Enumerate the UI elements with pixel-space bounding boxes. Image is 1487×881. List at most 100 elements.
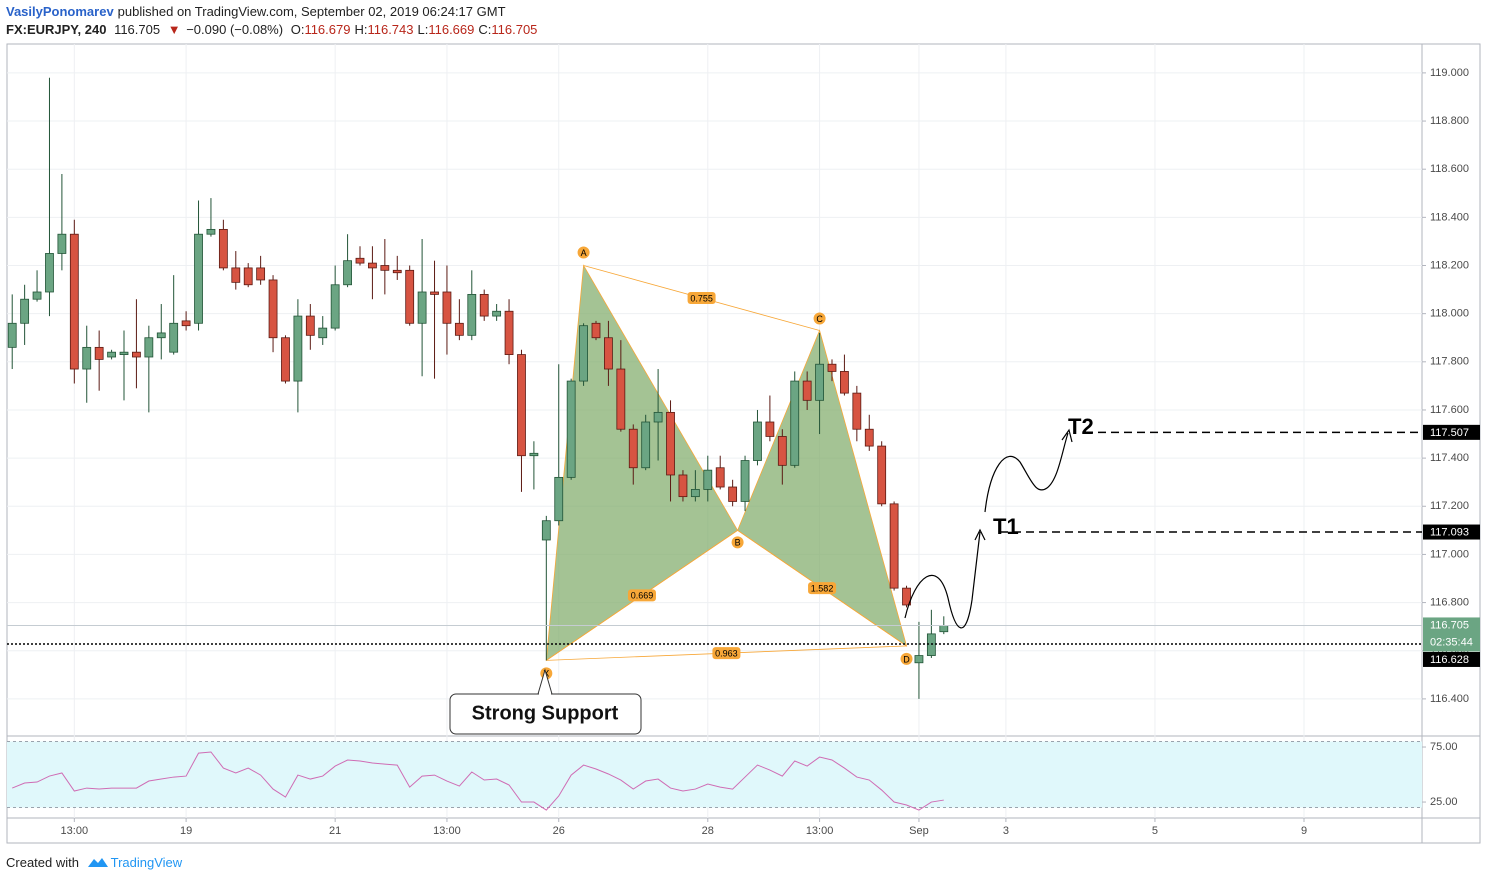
rsi-band [7, 741, 1422, 808]
candle-body [392, 269, 402, 274]
candle-body [902, 587, 911, 606]
candle-body [82, 346, 92, 370]
candle-body [243, 267, 253, 286]
candle-body [790, 380, 800, 466]
logo [87, 858, 108, 867]
candle-body [628, 428, 638, 469]
candle-body [454, 322, 464, 336]
candle-body [355, 257, 365, 264]
candle-body [802, 380, 812, 401]
candle-body [181, 320, 191, 327]
candle-body [194, 233, 203, 324]
candle-body [268, 279, 278, 339]
candle-body [442, 291, 452, 324]
callout-pointer [537, 668, 553, 695]
candle-body [32, 291, 42, 300]
arrow-head [1061, 428, 1073, 443]
frame [6, 43, 1481, 844]
x-tick-label: 9 [1301, 825, 1307, 837]
x-tick-label: 13:00 [61, 825, 89, 837]
brand[interactable]: TradingView [110, 855, 183, 870]
candle-body [479, 293, 489, 317]
candle-body [206, 228, 216, 235]
candle-body [765, 421, 775, 437]
candle-body [541, 520, 551, 541]
pattern-point [813, 312, 826, 325]
pattern-point-label: A [581, 248, 587, 258]
ratio-badge [627, 589, 656, 602]
ratio-label: 1.582 [811, 584, 834, 594]
price-tag-label: 116.628 [1430, 654, 1469, 666]
candle-body [231, 267, 241, 283]
published: published on TradingView.com, September … [117, 4, 506, 19]
axes: 116.400116.600116.800117.000117.200117.4… [61, 67, 1480, 837]
x-tick-label: 5 [1152, 825, 1158, 837]
pattern-point-label: B [735, 538, 741, 548]
candle-body [417, 291, 427, 324]
y-tick-label: 118.200 [1430, 259, 1469, 271]
y-tick-label: 118.600 [1430, 163, 1469, 175]
ohlc-value: 116.743 [367, 22, 414, 37]
candle-body [753, 421, 762, 461]
ratio-badge [712, 647, 741, 660]
ratio-label: 0.755 [690, 293, 713, 303]
grid [7, 44, 1422, 818]
price-tag-label: 117.507 [1430, 427, 1469, 439]
candle-body [529, 452, 539, 457]
price-tag-label: 117.093 [1430, 526, 1469, 538]
arrow: ▼ [167, 22, 181, 37]
candle-body [690, 489, 700, 498]
projection-arrows [904, 428, 1073, 629]
candle-body [666, 411, 675, 476]
footer: Created with TradingView [6, 855, 186, 870]
candle-body [728, 486, 738, 502]
candle-body [20, 298, 30, 324]
candle-body [119, 351, 129, 355]
candle-body [94, 346, 104, 360]
logo-shape [87, 858, 108, 867]
y-tick-label: 75.00 [1430, 741, 1458, 753]
candle-body [57, 233, 67, 254]
x-tick-label: Sep [909, 825, 929, 837]
pattern-point-label: D [903, 654, 910, 664]
ratio-label: 0.669 [631, 591, 654, 601]
y-tick-label: 118.400 [1430, 211, 1469, 223]
y-tick-label: 118.800 [1430, 115, 1469, 127]
author[interactable]: VasilyPonomarev [6, 4, 114, 19]
y-tick-label: 119.000 [1430, 67, 1469, 79]
last: 116.705 [114, 22, 161, 37]
price-tag [1423, 424, 1480, 440]
candle-body [256, 267, 266, 281]
ohlc-value: 116.705 [491, 22, 538, 37]
x-tick-label: 19 [180, 825, 192, 837]
ratio-label: 0.963 [715, 649, 738, 659]
candle-body [69, 233, 79, 370]
last-price-tag [1423, 617, 1480, 652]
ohlc-value: 116.669 [428, 22, 475, 37]
y-tick-label: 25.00 [1430, 796, 1458, 808]
price-tag [1423, 524, 1480, 540]
candle-body [7, 322, 17, 348]
x-tick-label: 21 [329, 825, 341, 837]
candle-body [678, 474, 688, 498]
change: −0.090 (−0.08%) [186, 22, 284, 37]
y-tick-label: 117.400 [1430, 452, 1469, 464]
candle-body [715, 467, 725, 488]
candle-body [467, 293, 477, 336]
y-tick-label: 117.000 [1430, 548, 1469, 560]
candle-body [877, 445, 887, 505]
candle-body [889, 503, 899, 589]
y-tick-label: 116.400 [1430, 693, 1469, 705]
x-tick-label: 26 [553, 825, 565, 837]
ohlc-label: H: [354, 22, 368, 37]
candle-body [132, 351, 141, 358]
ratio-badge [687, 292, 716, 305]
pattern-point [900, 652, 913, 665]
candle-body [430, 291, 439, 295]
candle-body [144, 337, 154, 358]
candle-body [591, 322, 601, 339]
candle-body [740, 460, 750, 502]
